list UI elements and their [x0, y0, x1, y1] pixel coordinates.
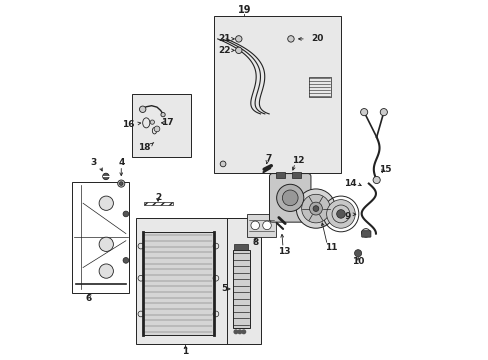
- Circle shape: [123, 257, 128, 263]
- Bar: [226, 217, 260, 344]
- Circle shape: [276, 184, 303, 211]
- Circle shape: [99, 237, 113, 251]
- Circle shape: [360, 109, 367, 116]
- Bar: [135, 217, 241, 344]
- Bar: [234, 244, 247, 249]
- Circle shape: [139, 106, 145, 112]
- Circle shape: [287, 36, 294, 42]
- Bar: [247, 214, 275, 237]
- Text: 16: 16: [122, 120, 135, 129]
- Circle shape: [301, 194, 329, 223]
- Text: 12: 12: [291, 156, 304, 165]
- Circle shape: [336, 210, 345, 218]
- Bar: [214, 16, 340, 173]
- Bar: [291, 172, 300, 178]
- Text: 3: 3: [90, 158, 97, 167]
- Bar: [308, 77, 330, 97]
- Bar: [72, 182, 129, 293]
- Circle shape: [242, 330, 245, 334]
- Circle shape: [262, 221, 271, 230]
- Circle shape: [282, 190, 298, 206]
- Circle shape: [380, 109, 386, 116]
- Text: 1: 1: [182, 347, 188, 356]
- Circle shape: [150, 120, 154, 124]
- Text: 20: 20: [311, 35, 324, 44]
- Circle shape: [119, 182, 123, 185]
- Circle shape: [235, 47, 242, 54]
- Circle shape: [326, 200, 354, 228]
- Circle shape: [118, 180, 124, 187]
- Circle shape: [154, 126, 160, 132]
- Circle shape: [309, 202, 322, 215]
- Bar: [232, 249, 249, 328]
- Circle shape: [361, 229, 369, 237]
- Text: 15: 15: [379, 165, 391, 174]
- Circle shape: [354, 249, 361, 257]
- Bar: [275, 172, 285, 178]
- Text: 13: 13: [277, 247, 289, 256]
- Circle shape: [235, 36, 242, 42]
- Circle shape: [99, 264, 113, 278]
- Circle shape: [296, 189, 335, 228]
- Text: 6: 6: [86, 294, 92, 303]
- Text: 21: 21: [218, 35, 231, 44]
- Bar: [132, 94, 190, 157]
- Circle shape: [250, 221, 259, 230]
- Text: 18: 18: [138, 143, 150, 152]
- Text: 10: 10: [351, 257, 364, 266]
- Text: 22: 22: [218, 46, 231, 55]
- Circle shape: [161, 112, 165, 117]
- Text: 17: 17: [161, 118, 174, 127]
- Circle shape: [234, 330, 237, 334]
- Text: 9: 9: [344, 212, 350, 221]
- Circle shape: [102, 173, 109, 180]
- Text: 8: 8: [252, 238, 258, 247]
- Text: 11: 11: [324, 243, 337, 252]
- Text: 2: 2: [155, 193, 161, 202]
- Circle shape: [220, 161, 225, 167]
- Text: 14: 14: [344, 179, 356, 188]
- Circle shape: [372, 176, 380, 184]
- Text: 7: 7: [264, 154, 271, 163]
- FancyBboxPatch shape: [361, 231, 370, 237]
- Bar: [142, 232, 214, 336]
- Circle shape: [238, 330, 241, 334]
- Circle shape: [312, 206, 318, 211]
- Text: 4: 4: [118, 158, 124, 167]
- Circle shape: [99, 196, 113, 210]
- Circle shape: [123, 211, 128, 217]
- Text: 5: 5: [221, 284, 227, 293]
- Text: 19: 19: [237, 5, 251, 15]
- FancyBboxPatch shape: [269, 174, 310, 222]
